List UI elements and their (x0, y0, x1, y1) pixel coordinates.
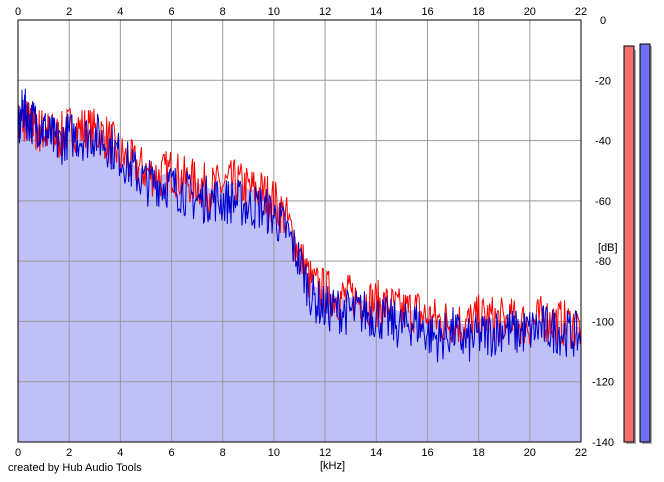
x-tick-label-bottom: 16 (421, 447, 433, 459)
x-axis-label: [kHz] (320, 460, 345, 472)
x-tick-label-bottom: 14 (370, 447, 382, 459)
credit-text: created by Hub Audio Tools (8, 462, 142, 474)
x-tick-label-top: 12 (319, 6, 331, 18)
y-tick-label: -80 (595, 256, 611, 268)
x-tick-label-top: 0 (15, 6, 21, 18)
x-tick-label-bottom: 18 (473, 447, 485, 459)
x-tick-label-top: 8 (220, 6, 226, 18)
x-tick-label-top: 4 (117, 6, 123, 18)
y-tick-label: -100 (592, 316, 614, 328)
x-tick-label-top: 18 (473, 6, 485, 18)
x-tick-label-bottom: 20 (524, 447, 536, 459)
series-line-blue (17, 88, 582, 363)
x-tick-label-bottom: 22 (575, 447, 587, 459)
x-tick-label-bottom: 0 (15, 447, 21, 459)
level-meters (623, 43, 652, 444)
y-tick-label: -140 (592, 437, 614, 449)
x-tick-label-bottom: 12 (319, 447, 331, 459)
level-meter-bar (623, 45, 635, 443)
x-tick-label-top: 14 (370, 6, 382, 18)
plot-frame (17, 19, 582, 443)
y-tick-label: -60 (595, 196, 611, 208)
y-tick-label: -120 (592, 377, 614, 389)
x-tick-label-top: 20 (524, 6, 536, 18)
x-tick-label-bottom: 6 (168, 447, 174, 459)
level-meter-bar (639, 43, 651, 443)
x-tick-label-top: 2 (66, 6, 72, 18)
x-tick-label-bottom: 10 (268, 447, 280, 459)
x-tick-label-bottom: 8 (220, 447, 226, 459)
x-tick-label-top: 16 (421, 6, 433, 18)
x-tick-label-bottom: 2 (66, 447, 72, 459)
x-tick-label-bottom: 4 (117, 447, 123, 459)
y-tick-label: -40 (595, 136, 611, 148)
y-tick-label: 0 (600, 15, 606, 27)
x-tick-labels-top: 0 2 4 6 8 10 12 14 16 18 20 22 (15, 6, 587, 18)
series-lines (17, 88, 582, 363)
y-tick-labels: 0 -20 -40 -60 -80 -100 -120 -140 (592, 15, 614, 449)
y-tick-label: -20 (595, 75, 611, 87)
x-tick-label-top: 22 (575, 6, 587, 18)
x-tick-label-top: 6 (168, 6, 174, 18)
y-axis-label: [dB] (598, 242, 618, 254)
x-tick-label-top: 10 (268, 6, 280, 18)
x-tick-labels-bottom: 0 2 4 6 8 10 12 14 16 18 20 22 (15, 447, 587, 459)
